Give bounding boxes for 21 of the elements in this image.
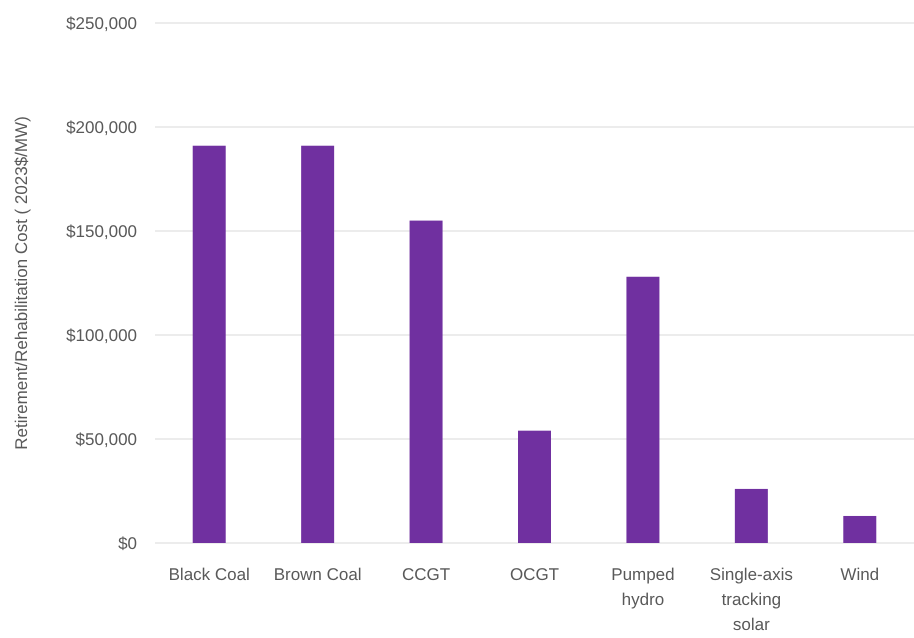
- bar: [410, 220, 443, 543]
- x-tick-label: Single-axis tracking solar: [710, 565, 793, 634]
- x-tick-label: Pumped hydro: [611, 565, 675, 609]
- bar: [301, 146, 334, 543]
- x-tick-label: Black Coal: [168, 565, 250, 584]
- x-tick-label: Brown Coal: [274, 565, 362, 584]
- x-tick-label: OCGT: [510, 565, 560, 584]
- y-tick-label: $250,000: [66, 14, 137, 33]
- x-tick-label: CCGT: [402, 565, 450, 584]
- bar: [518, 430, 551, 543]
- bar: [626, 276, 660, 543]
- bar: [843, 516, 876, 543]
- y-tick-label: $200,000: [66, 118, 137, 137]
- x-tick-label: Wind: [840, 565, 880, 584]
- y-tick-label: $50,000: [76, 430, 137, 449]
- y-tick-label: $100,000: [66, 326, 137, 345]
- bar: [734, 488, 768, 543]
- bar: [192, 146, 226, 543]
- y-axis-title: Retirement/Rehabilitation Cost ( 2023$/MW): [12, 116, 31, 450]
- y-tick-label: $0: [118, 534, 137, 553]
- y-tick-label: $150,000: [66, 222, 137, 241]
